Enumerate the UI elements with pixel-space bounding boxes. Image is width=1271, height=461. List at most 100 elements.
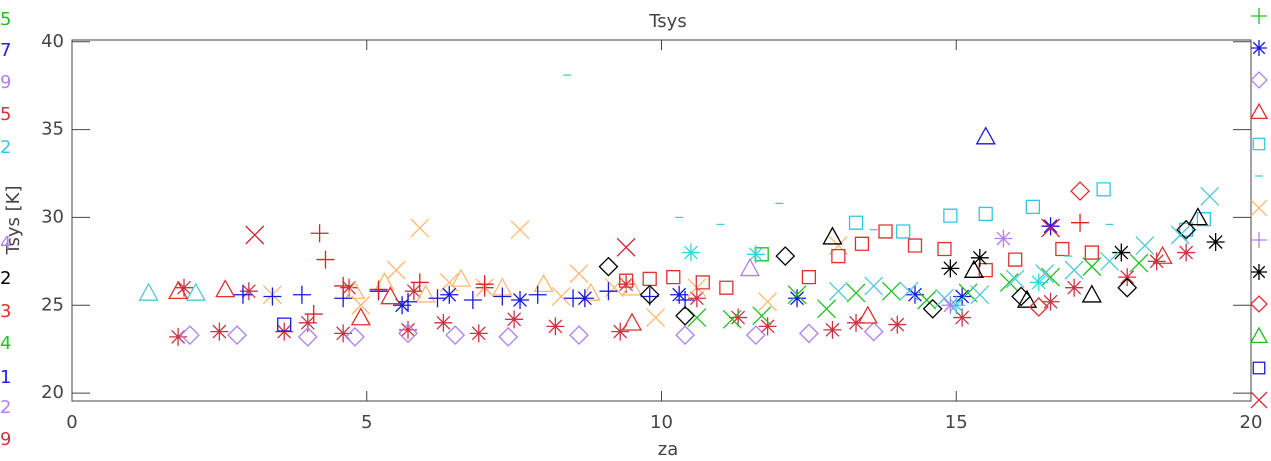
marker-key <box>1251 232 1267 248</box>
data-point <box>263 287 282 306</box>
data-point <box>817 299 837 319</box>
data-point <box>175 278 194 297</box>
data-point <box>695 275 710 290</box>
data-point <box>1187 207 1209 226</box>
data-point <box>580 282 601 301</box>
marker-key <box>1251 40 1267 56</box>
data-point <box>1011 286 1032 307</box>
marker-key <box>1250 295 1268 313</box>
data-point <box>1152 245 1173 264</box>
data-point <box>546 317 565 336</box>
data-point <box>822 226 843 245</box>
data-point <box>227 325 247 346</box>
data-point <box>1005 269 1025 289</box>
data-point <box>428 289 447 308</box>
data-point <box>788 289 807 308</box>
data-point <box>1117 277 1138 298</box>
data-point <box>907 238 923 253</box>
data-point <box>941 259 960 278</box>
data-point <box>169 327 188 346</box>
side-label: 5 <box>0 104 11 125</box>
data-point <box>350 307 371 326</box>
data-point <box>978 262 993 278</box>
data-point <box>351 295 371 315</box>
data-point <box>775 246 796 266</box>
side-label: 9 <box>0 429 11 450</box>
data-point <box>1071 213 1090 232</box>
side-label: 4 <box>0 333 11 354</box>
data-point <box>179 325 200 346</box>
data-point <box>138 282 159 301</box>
data-point <box>304 305 323 324</box>
data-point <box>511 290 530 309</box>
data-point <box>745 325 766 346</box>
data-point <box>666 270 681 285</box>
data-point <box>1135 236 1155 255</box>
data-point <box>937 241 952 257</box>
data-point <box>445 325 466 346</box>
marker-key <box>1249 326 1269 344</box>
data-point <box>854 236 870 251</box>
data-point <box>1081 284 1102 303</box>
data-point <box>215 279 236 298</box>
data-point <box>1041 218 1061 238</box>
data-point <box>1064 260 1084 280</box>
data-point <box>599 282 618 301</box>
data-point <box>277 317 292 332</box>
data-point <box>1100 251 1119 271</box>
data-point <box>1084 245 1099 260</box>
data-point <box>498 326 519 347</box>
data-point <box>758 317 777 336</box>
data-point <box>410 218 430 238</box>
data-point <box>1196 212 1211 227</box>
data-point <box>475 275 494 294</box>
side-label: 2 <box>0 268 11 289</box>
data-point <box>210 322 229 341</box>
side-label: 4 <box>0 233 11 254</box>
data-point <box>848 215 864 230</box>
data-point <box>575 289 594 308</box>
data-point <box>953 287 972 306</box>
data-point <box>1129 253 1149 273</box>
data-point <box>298 313 317 332</box>
data-point <box>551 287 571 306</box>
data-point <box>975 126 996 145</box>
data-point <box>399 320 418 339</box>
x-tick-label: 20 <box>1240 412 1263 433</box>
marker-key <box>1252 137 1266 151</box>
data-point <box>185 282 206 301</box>
data-point <box>1008 252 1023 267</box>
marker-key <box>1250 199 1268 217</box>
data-point <box>878 224 893 239</box>
data-point <box>1082 257 1102 277</box>
data-point <box>345 326 365 347</box>
data-point <box>469 324 488 343</box>
y-axis-label: Tsys [K] <box>3 186 24 256</box>
data-point <box>752 306 772 326</box>
data-point <box>1025 199 1041 215</box>
data-point <box>415 284 436 303</box>
y-tick-label: 35 <box>41 119 64 140</box>
marker-key <box>1252 361 1266 375</box>
data-point <box>1206 233 1225 252</box>
data-point <box>1028 297 1049 317</box>
data-point <box>616 237 636 257</box>
data-point <box>1041 292 1060 311</box>
data-point <box>510 220 530 240</box>
data-point <box>857 305 878 324</box>
data-point <box>569 264 589 284</box>
y-tick-label: 30 <box>41 206 64 227</box>
data-point <box>1118 268 1137 287</box>
side-label: 7 <box>0 40 11 61</box>
data-point <box>316 250 335 269</box>
x-tick-label: 0 <box>66 412 77 433</box>
marker-key <box>1250 391 1268 409</box>
data-point <box>505 310 524 329</box>
data-point <box>380 286 401 305</box>
x-axis-label: za <box>658 439 678 460</box>
data-point <box>1177 243 1196 262</box>
x-tick-label: 10 <box>650 412 673 433</box>
data-point <box>823 320 842 339</box>
data-point <box>533 273 554 293</box>
data-point <box>941 296 960 315</box>
